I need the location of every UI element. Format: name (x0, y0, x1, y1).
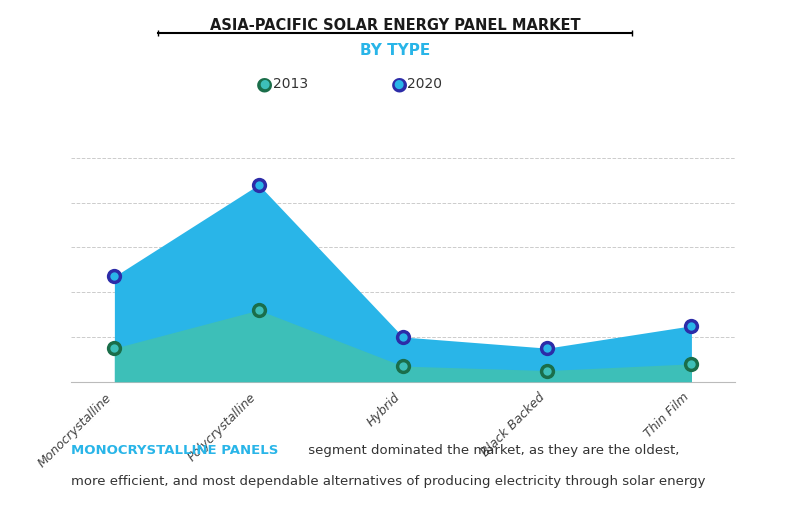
Text: 2013: 2013 (273, 77, 307, 91)
Text: ●: ● (256, 74, 273, 94)
Text: segment dominated the market, as they are the oldest,: segment dominated the market, as they ar… (304, 444, 679, 457)
Text: ●: ● (394, 77, 404, 91)
Text: ASIA-PACIFIC SOLAR ENERGY PANEL MARKET: ASIA-PACIFIC SOLAR ENERGY PANEL MARKET (209, 18, 581, 33)
Text: 2020: 2020 (407, 77, 442, 91)
Text: more efficient, and most dependable alternatives of producing electricity throug: more efficient, and most dependable alte… (71, 474, 705, 488)
Text: MONOCRYSTALLINE PANELS: MONOCRYSTALLINE PANELS (71, 444, 279, 457)
Text: ●: ● (260, 77, 269, 91)
Text: ●: ● (390, 74, 408, 94)
Text: BY TYPE: BY TYPE (360, 43, 430, 58)
